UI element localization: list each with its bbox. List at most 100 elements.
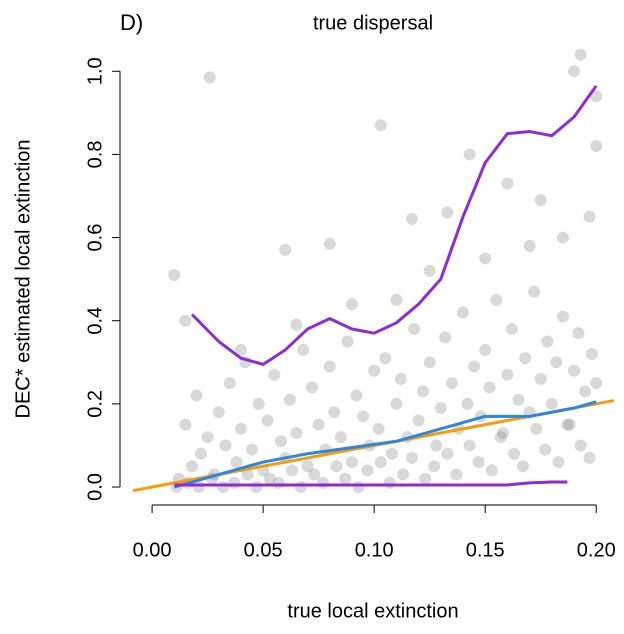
point bbox=[561, 418, 574, 431]
point bbox=[485, 464, 498, 477]
point bbox=[390, 293, 403, 306]
trend-line bbox=[173, 400, 597, 489]
point bbox=[590, 140, 603, 153]
x-tick-label: 0.00 bbox=[133, 539, 172, 561]
point bbox=[556, 231, 569, 244]
point bbox=[516, 460, 529, 473]
point bbox=[190, 389, 203, 402]
point bbox=[397, 468, 410, 481]
point bbox=[390, 397, 403, 410]
y-tick-label: 1.0 bbox=[84, 57, 106, 85]
point bbox=[350, 389, 363, 402]
point bbox=[339, 472, 352, 485]
point bbox=[583, 451, 596, 464]
point bbox=[574, 48, 587, 61]
point bbox=[534, 194, 547, 207]
point bbox=[405, 451, 418, 464]
point bbox=[568, 65, 581, 78]
point bbox=[472, 456, 485, 469]
point bbox=[579, 385, 592, 398]
point bbox=[463, 148, 476, 161]
y-tick-label: 0.6 bbox=[84, 224, 106, 252]
point bbox=[374, 119, 387, 132]
x-tick-label: 0.15 bbox=[466, 539, 505, 561]
point bbox=[574, 439, 587, 452]
point bbox=[272, 476, 285, 489]
point bbox=[441, 447, 454, 460]
point bbox=[312, 418, 325, 431]
point bbox=[523, 239, 536, 252]
point bbox=[361, 464, 374, 477]
point bbox=[357, 410, 370, 423]
point bbox=[345, 456, 358, 469]
point bbox=[283, 393, 296, 406]
point bbox=[534, 372, 547, 385]
point bbox=[423, 356, 436, 369]
point bbox=[412, 414, 425, 427]
point bbox=[450, 468, 463, 481]
x-tick-label: 0.20 bbox=[577, 539, 616, 561]
chart-title: true dispersal bbox=[313, 12, 433, 34]
point bbox=[541, 335, 554, 348]
point bbox=[530, 422, 543, 435]
point bbox=[230, 456, 243, 469]
x-tick-label: 0.05 bbox=[244, 539, 283, 561]
point bbox=[194, 447, 207, 460]
point bbox=[550, 356, 563, 369]
point bbox=[519, 352, 532, 365]
point bbox=[345, 298, 358, 311]
point bbox=[334, 431, 347, 444]
point bbox=[441, 206, 454, 219]
point bbox=[241, 468, 254, 481]
y-tick-label: 0.0 bbox=[84, 473, 106, 501]
point bbox=[328, 406, 341, 419]
point bbox=[512, 393, 525, 406]
point bbox=[274, 435, 287, 448]
point bbox=[483, 381, 496, 394]
point bbox=[590, 377, 603, 390]
x-axis-label: true local extinction bbox=[287, 600, 458, 622]
point bbox=[323, 237, 336, 250]
point bbox=[408, 323, 421, 336]
point bbox=[419, 472, 432, 485]
point bbox=[505, 323, 518, 336]
point bbox=[423, 264, 436, 277]
point bbox=[456, 306, 469, 319]
point bbox=[186, 460, 199, 473]
y-tick-label: 0.8 bbox=[84, 141, 106, 169]
point bbox=[405, 212, 418, 225]
point bbox=[479, 252, 492, 265]
point bbox=[317, 476, 330, 489]
point bbox=[250, 481, 263, 494]
point bbox=[528, 285, 541, 298]
point bbox=[417, 385, 430, 398]
point bbox=[552, 456, 565, 469]
y-axis-label: DEC* estimated local extinction bbox=[12, 139, 34, 418]
point bbox=[385, 447, 398, 460]
point bbox=[585, 347, 598, 360]
point bbox=[501, 177, 514, 190]
point bbox=[234, 343, 247, 356]
point bbox=[252, 397, 265, 410]
point bbox=[572, 327, 585, 340]
point bbox=[539, 443, 552, 456]
trend-line bbox=[174, 480, 568, 487]
point bbox=[494, 431, 507, 444]
point bbox=[383, 476, 396, 489]
point bbox=[219, 439, 232, 452]
point bbox=[168, 268, 181, 281]
point bbox=[234, 422, 247, 435]
point bbox=[439, 331, 452, 344]
y-tick-label: 0.2 bbox=[84, 390, 106, 418]
point bbox=[428, 460, 441, 473]
point bbox=[261, 414, 274, 427]
point bbox=[379, 352, 392, 365]
point bbox=[301, 460, 314, 473]
point bbox=[305, 381, 318, 394]
point bbox=[556, 310, 569, 323]
point bbox=[430, 439, 443, 452]
point bbox=[394, 372, 407, 385]
point bbox=[268, 368, 281, 381]
point bbox=[179, 314, 192, 327]
